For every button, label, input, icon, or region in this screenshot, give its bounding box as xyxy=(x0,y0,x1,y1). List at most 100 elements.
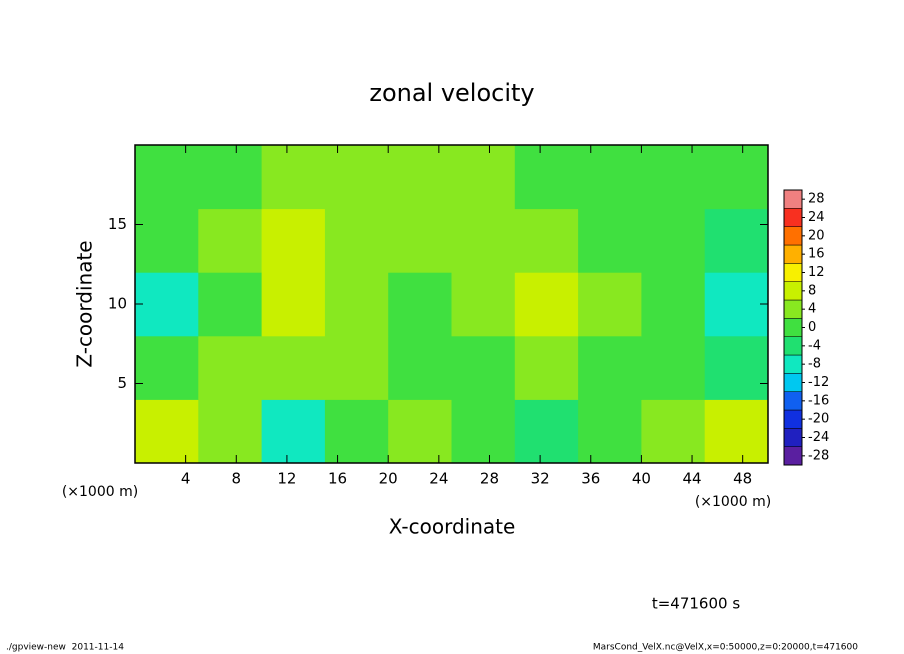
cell xyxy=(641,145,706,210)
x-tick-label: 8 xyxy=(232,470,242,488)
colorbar-tick-label: -8 xyxy=(808,357,821,372)
footer-left: ./gpview-new 2011-11-14 xyxy=(6,643,124,653)
y-tick-label: 5 xyxy=(117,374,127,392)
colorbar-tick-label: 8 xyxy=(808,283,816,298)
colorbar-segment xyxy=(783,336,803,356)
cell xyxy=(324,399,389,464)
x-tick-label: 32 xyxy=(531,470,550,488)
cell xyxy=(578,208,642,273)
x-tick-label: 44 xyxy=(682,470,701,488)
x-tick-label: 28 xyxy=(480,470,499,488)
cell xyxy=(261,335,326,400)
x-unit: (×1000 m) xyxy=(695,494,771,510)
annotation: t=471600 s xyxy=(652,595,740,613)
cell xyxy=(135,145,199,210)
colorbar-segment xyxy=(783,354,803,374)
x-tick-label: 20 xyxy=(379,470,398,488)
cell xyxy=(514,145,579,210)
x-tick-label: 36 xyxy=(581,470,600,488)
colorbar-tick-label: -28 xyxy=(808,448,829,463)
cell xyxy=(641,335,706,400)
x-unit: (×1000 m) xyxy=(62,484,138,500)
chart-title: zonal velocity xyxy=(369,79,534,107)
colorbar-tick-label: 4 xyxy=(808,302,816,317)
x-tick-label: 12 xyxy=(277,470,296,488)
cell xyxy=(261,272,326,337)
cell xyxy=(324,208,389,273)
colorbar-segment xyxy=(783,281,803,301)
y-axis-label: Z-coordinate xyxy=(73,240,97,367)
colorbar-segment xyxy=(783,263,803,282)
colorbar-tick-label: -4 xyxy=(808,338,821,353)
cell xyxy=(641,399,706,464)
colorbar-segment xyxy=(783,299,803,319)
colorbar-tick-label: 20 xyxy=(808,228,825,243)
cell xyxy=(388,335,452,400)
colorbar-tick-label: 24 xyxy=(808,210,825,225)
cell xyxy=(704,335,769,400)
colorbar-tick-label: -20 xyxy=(808,412,829,427)
cell xyxy=(451,208,516,273)
cell xyxy=(388,145,452,210)
cell xyxy=(578,399,642,464)
cell xyxy=(135,272,199,337)
cell xyxy=(704,145,769,210)
cell xyxy=(388,272,452,337)
cell xyxy=(641,272,706,337)
cell xyxy=(514,272,579,337)
cell xyxy=(324,272,389,337)
colorbar-tick-label: 16 xyxy=(808,247,825,262)
cell xyxy=(704,208,769,273)
x-tick-label: 48 xyxy=(733,470,752,488)
x-tick-label: 4 xyxy=(181,470,191,488)
cell xyxy=(388,208,452,273)
colorbar-tick-label: -12 xyxy=(808,375,829,390)
cell xyxy=(578,145,642,210)
colorbar-tick-label: -16 xyxy=(808,393,829,408)
cell xyxy=(641,208,706,273)
cell xyxy=(514,208,579,273)
cell xyxy=(451,335,516,400)
cell xyxy=(388,399,452,464)
cell xyxy=(135,208,199,273)
colorbar-segment xyxy=(783,226,803,246)
cell xyxy=(261,208,326,273)
cell xyxy=(578,272,642,337)
colorbar-segment xyxy=(783,428,803,447)
cell xyxy=(198,272,263,337)
colorbar-segment xyxy=(783,446,803,466)
cell xyxy=(261,399,326,464)
cell xyxy=(324,335,389,400)
colorbar-segment xyxy=(783,244,803,264)
colorbar-tick-label: 0 xyxy=(808,320,816,335)
cell xyxy=(704,399,769,464)
colorbar-segment xyxy=(783,373,803,392)
colorbar-segment xyxy=(783,409,803,429)
cell xyxy=(578,335,642,400)
colorbar-segment xyxy=(783,189,803,209)
cell xyxy=(704,272,769,337)
cell xyxy=(514,335,579,400)
x-tick-label: 16 xyxy=(328,470,347,488)
colorbar-segment xyxy=(783,318,803,337)
x-tick-label: 40 xyxy=(632,470,651,488)
cell xyxy=(451,399,516,464)
cell xyxy=(451,272,516,337)
cell xyxy=(324,145,389,210)
colorbar-segment xyxy=(783,208,803,227)
cell xyxy=(198,335,263,400)
cell xyxy=(198,145,263,210)
footer-right: MarsCond_VelX.nc@VelX,x=0:50000,z=0:2000… xyxy=(593,643,858,653)
x-tick-label: 24 xyxy=(429,470,448,488)
colorbar-segment xyxy=(783,391,803,411)
cell xyxy=(135,399,199,464)
cell xyxy=(451,145,516,210)
cell xyxy=(514,399,579,464)
cell xyxy=(135,335,199,400)
y-tick-label: 15 xyxy=(108,215,127,233)
colorbar-tick-label: 28 xyxy=(808,192,825,207)
colorbar-tick-label: -24 xyxy=(808,430,829,445)
y-tick-label: 10 xyxy=(108,295,127,313)
colorbar-tick-label: 12 xyxy=(808,265,825,280)
